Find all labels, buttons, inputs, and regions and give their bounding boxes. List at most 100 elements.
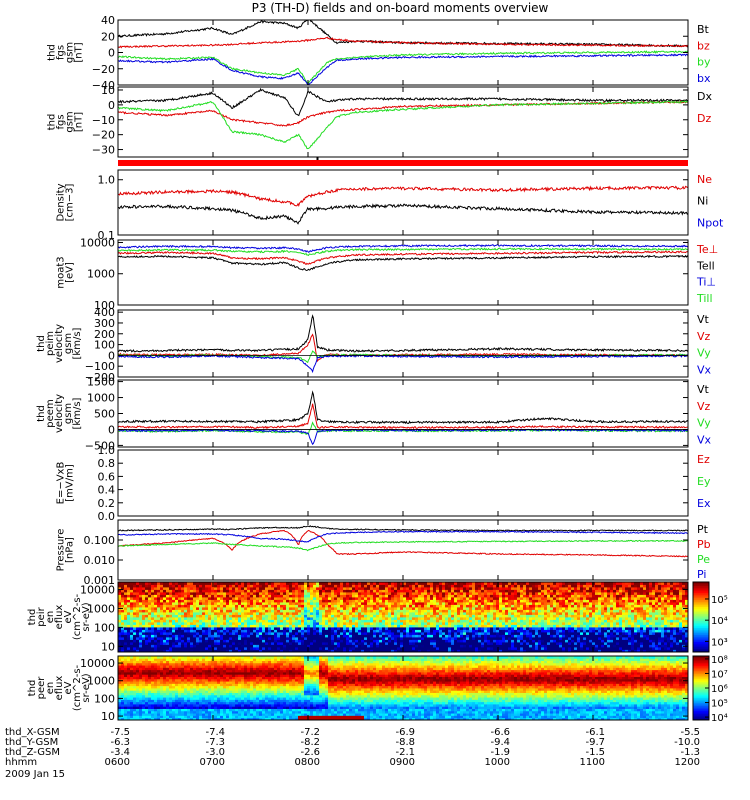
spectrogram-cell [613, 612, 617, 615]
spectrogram-cell [550, 612, 554, 615]
spectrogram-cell [397, 594, 401, 598]
spectrogram-cell [463, 617, 467, 620]
spectrogram-cell [553, 592, 557, 595]
spectrogram-cell [307, 589, 311, 593]
spectrogram-cell [367, 582, 371, 585]
spectrogram-cell [568, 604, 572, 608]
spectrogram-cell [325, 599, 329, 603]
spectrogram-cell [556, 584, 560, 588]
spectrogram-cell [445, 584, 449, 588]
spectrogram-cell [460, 617, 464, 620]
spectrogram-cell [376, 602, 380, 605]
legend-label-vz: Vz [697, 330, 711, 343]
spectrogram-cell [514, 634, 518, 638]
spectrogram-cell [343, 604, 347, 608]
spectrogram-cell [514, 592, 518, 595]
spectrogram-cell [133, 634, 137, 638]
spectrogram-cell [442, 602, 446, 605]
spectrogram-cell [124, 619, 128, 623]
spectrogram-cell [397, 637, 401, 640]
spectrogram-cell [457, 584, 461, 588]
spectrogram-cell [385, 609, 389, 613]
spectrogram-cell [505, 607, 509, 610]
spectrogram-cell [382, 609, 386, 613]
spectrogram-cell [391, 634, 395, 638]
y-axis-label: [eV] [65, 262, 76, 283]
spectrogram-cell [505, 639, 509, 643]
spectrogram-cell [319, 627, 323, 630]
spectrogram-cell [433, 582, 437, 585]
spectrogram-cell [259, 604, 263, 608]
spectrogram-cell [577, 622, 581, 625]
spectrogram-cell [373, 647, 377, 650]
spectrogram-cell [406, 617, 410, 620]
spectrogram-cell [568, 642, 572, 645]
spectrogram-cell [289, 609, 293, 613]
spectrogram-cell [361, 604, 365, 608]
spectrogram-cell [394, 609, 398, 613]
spectrogram-cell [271, 594, 275, 598]
spectrogram-cell [154, 599, 158, 603]
spectrogram-cell [553, 614, 557, 618]
spectrogram-cell [259, 617, 263, 620]
spectrogram-cell [160, 584, 164, 588]
spectrogram-cell [193, 619, 197, 623]
y-axis-label: gsm [63, 403, 74, 424]
spectrogram-cell [382, 602, 386, 605]
spectrogram-cell [547, 624, 551, 628]
spectrogram-cell [229, 587, 233, 590]
spectrogram-cell [217, 602, 221, 605]
spectrogram-cell [589, 622, 593, 625]
spectrogram-cell [265, 624, 269, 628]
spectrogram-cell [172, 592, 176, 595]
spectrogram-cell [361, 649, 365, 653]
spectrogram-cell [292, 614, 296, 618]
spectrogram-cell [175, 624, 179, 628]
spectrogram-cell [358, 599, 362, 603]
spectrogram-cell [298, 629, 302, 633]
spectrogram-cell [166, 602, 170, 605]
spectrogram-cell [427, 609, 431, 613]
spectrogram-cell [535, 614, 539, 618]
spectrogram-cell [496, 624, 500, 628]
spectrogram-cell [601, 634, 605, 638]
spectrogram-cell [217, 599, 221, 603]
spectrogram-cell [505, 649, 509, 653]
spectrogram-cell [217, 649, 221, 653]
spectrogram-cell [469, 582, 473, 585]
spectrogram-cell [244, 642, 248, 645]
spectrogram-cell [184, 617, 188, 620]
spectrogram-cell [148, 632, 152, 635]
spectrogram-cell [487, 594, 491, 598]
spectrogram-cell [607, 594, 611, 598]
spectrogram-cell [601, 614, 605, 618]
spectrogram-cell [523, 589, 527, 593]
spectrogram-cell [535, 647, 539, 650]
spectrogram-cell [502, 637, 506, 640]
spectrogram-cell [142, 624, 146, 628]
spectrogram-cell [532, 594, 536, 598]
spectrogram-cell [244, 604, 248, 608]
spectrogram-cell [427, 599, 431, 603]
spectrogram-cell [427, 592, 431, 595]
spectrogram-cell [508, 584, 512, 588]
spectrogram-cell [271, 604, 275, 608]
spectrogram-cell [214, 592, 218, 595]
spectrogram-cell [538, 637, 542, 640]
spectrogram-cell [202, 584, 206, 588]
spectrogram-cell [616, 584, 620, 588]
y-axis-label: fgs [56, 45, 67, 60]
spectrogram-cell [247, 624, 251, 628]
spectrogram-cell [301, 609, 305, 613]
spectrogram-cell [205, 607, 209, 610]
spectrogram-cell [337, 642, 341, 645]
spectrogram-cell [190, 619, 194, 623]
spectrogram-cell [361, 612, 365, 615]
spectrogram-cell [124, 624, 128, 628]
spectrogram-cell [331, 592, 335, 595]
spectrogram-cell [199, 642, 203, 645]
spectrogram-cell [493, 604, 497, 608]
spectrogram-cell [571, 634, 575, 638]
spectrogram-cell [226, 642, 230, 645]
